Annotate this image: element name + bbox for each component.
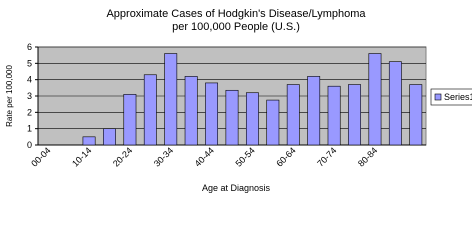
x-tick-label: 50-54 (233, 145, 256, 168)
bar (123, 94, 137, 146)
bar (225, 89, 239, 146)
x-tick-label: 80-84 (356, 145, 379, 168)
x-tick-label: 60-64 (274, 145, 297, 168)
y-tick-label: 6 (27, 42, 32, 52)
legend-box (430, 88, 472, 106)
bar (307, 76, 321, 146)
x-tick-label: 30-34 (152, 145, 175, 168)
bar (82, 136, 96, 146)
bar (184, 76, 198, 146)
bar (164, 53, 178, 146)
chart-title: Approximate Cases of Hodgkin's Disease/L… (106, 8, 366, 20)
legend-swatch (434, 93, 442, 101)
y-tick-label: 5 (27, 58, 32, 68)
bar (348, 84, 361, 146)
bar (205, 82, 219, 146)
bar (103, 128, 116, 146)
x-tick-label: 10-14 (70, 145, 93, 168)
x-tick-label: 20-24 (111, 145, 134, 168)
chart-subtitle: per 100,000 People (U.S.) (172, 21, 300, 33)
y-tick-label: 2 (27, 107, 32, 117)
bar (286, 84, 300, 146)
y-tick-label: 0 (27, 140, 32, 150)
y-tick-label: 3 (27, 91, 32, 101)
bar (409, 84, 423, 146)
bar (388, 61, 402, 146)
chart: Approximate Cases of Hodgkin's Disease/L… (5, 8, 472, 193)
x-tick-label: 70-74 (315, 145, 338, 168)
bar (266, 99, 280, 146)
x-tick-label: 00-04 (29, 145, 52, 168)
y-axis-label: Rate per 100,000 (5, 65, 14, 127)
legend-label: Series1 (444, 92, 472, 102)
x-axis-label: Age at Diagnosis (202, 183, 271, 193)
bar (143, 74, 157, 146)
bar (368, 53, 382, 146)
bar (245, 92, 259, 146)
y-tick-label: 1 (27, 124, 32, 134)
bar (327, 85, 341, 146)
y-tick-label: 4 (27, 75, 32, 85)
x-tick-label: 40-44 (193, 145, 216, 168)
